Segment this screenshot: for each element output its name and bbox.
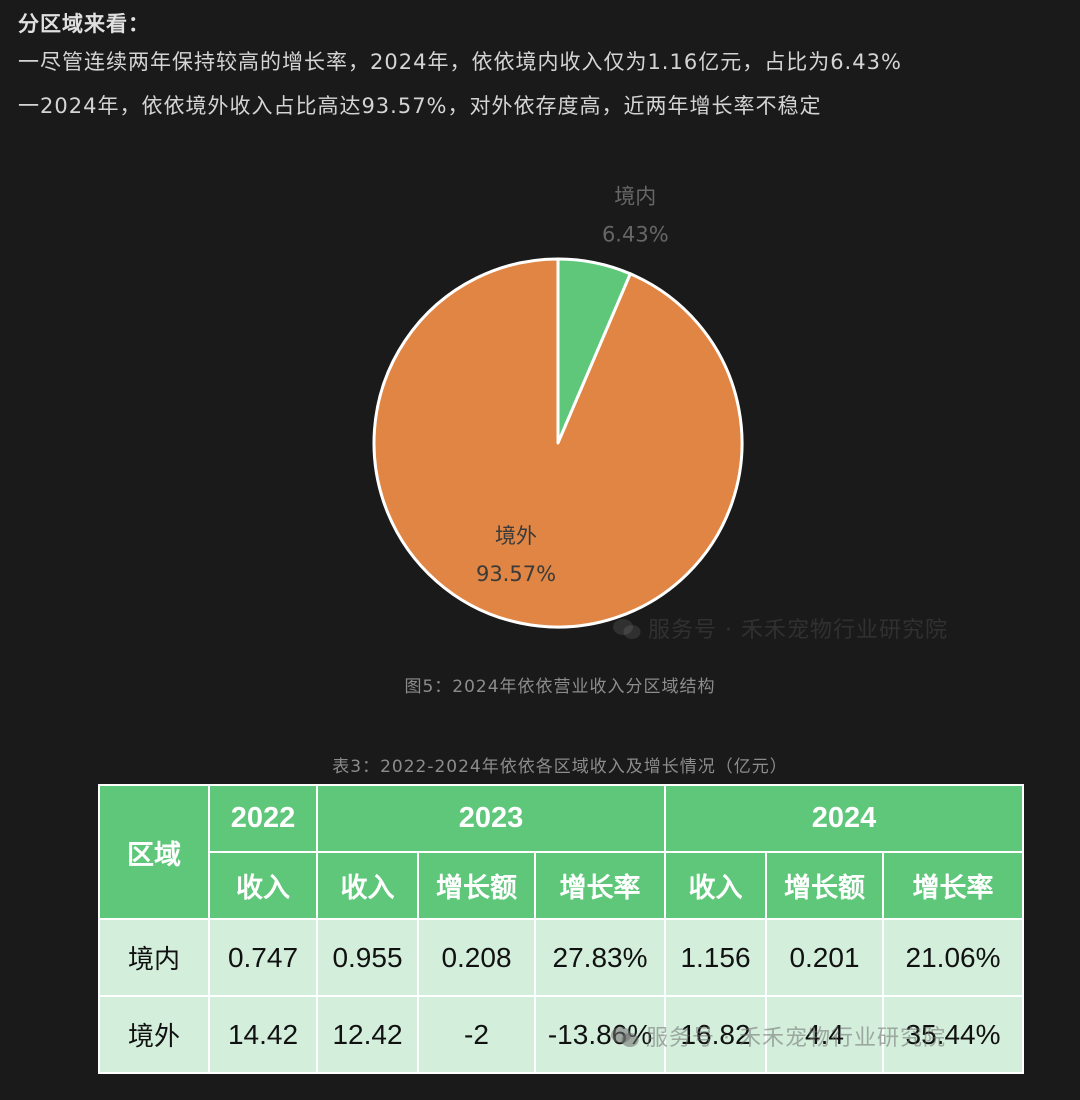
region-revenue-table: 区域 2022 2023 2024 收入 收入 增长额 增长率 收入 增长额 增… [98,784,1024,1074]
pie-slice-overseas [372,257,744,629]
watermark-table-text: 服务号 · 禾禾宠物行业研究院 [646,1026,946,1051]
subheader-cell: 收入 [664,851,767,920]
subheader-cell: 收入 [208,851,318,920]
table-row: 境外 14.42 12.42 -2 -13.86% 16.82 4.4 35.4… [98,995,1024,1074]
table-cell-region: 境内 [98,918,210,997]
pie-label-overseas-name: 境外 [495,524,537,548]
table-row: 境内 0.747 0.955 0.208 27.83% 1.156 0.201 … [98,918,1024,997]
table-cell: 0.747 [208,918,318,997]
watermark-chart: 服务号 · 禾禾宠物行业研究院 [612,612,948,644]
header-year-2022: 2022 [208,784,318,853]
watermark-table: 服务号 · 禾禾宠物行业研究院 [610,1020,946,1052]
table-cell: 1.156 [664,918,767,997]
intro-line-2: 一2024年，依依境外收入占比高达93.57%，对外依存度高，近两年增长率不稳定 [18,94,822,118]
table-cell: -13.86% [534,995,666,1074]
watermark-chart-text: 服务号 · 禾禾宠物行业研究院 [648,618,948,643]
table-cell: 14.42 [208,995,318,1074]
table-cell-region: 境外 [98,995,210,1074]
figure-caption: 图5：2024年依依营业收入分区域结构 [404,677,716,697]
table-cell: 35.44% [882,995,1024,1074]
wechat-icon [611,1027,639,1047]
subheader-cell: 增长率 [882,851,1024,920]
subheader-cell: 收入 [316,851,419,920]
table-header-row-years: 区域 2022 2023 2024 [98,784,1024,920]
table-cell: -2 [417,995,536,1074]
table-cell: 27.83% [534,918,666,997]
header-year-2024: 2024 [664,784,1024,853]
intro-line-1: 一尽管连续两年保持较高的增长率，2024年，依依境内收入仅为1.16亿元，占比为… [18,50,902,74]
pie-label-domestic-value: 6.43% [602,223,669,247]
table-caption: 表3：2022-2024年依依各区域收入及增长情况（亿元） [332,757,788,777]
subheader-cell: 增长额 [765,851,884,920]
table-cell: 0.208 [417,918,536,997]
table-cell: 0.955 [316,918,419,997]
subheader-cell: 增长率 [534,851,666,920]
pie-label-overseas-value: 93.57% [476,562,556,586]
table-cell: 21.06% [882,918,1024,997]
header-year-2023: 2023 [316,784,666,853]
table-header-row-metrics: 收入 收入 增长额 增长率 收入 增长额 增长率 [99,851,1024,920]
intro-text: 分区域来看： 一尽管连续两年保持较高的增长率，2024年，依依境内收入仅为1.1… [18,8,1068,128]
table-cell: 16.82 [664,995,767,1074]
intro-heading: 分区域来看： [18,12,150,36]
region-pie-chart: 境内 6.43% 境外 93.57% [372,185,744,629]
table-cell: 4.4 [765,995,884,1074]
header-region: 区域 [98,784,210,920]
subheader-cell: 增长额 [417,851,536,920]
table-cell: 12.42 [316,995,419,1074]
pie-label-domestic-name: 境内 [614,185,656,209]
table-cell: 0.201 [765,918,884,997]
wechat-icon [613,619,641,639]
